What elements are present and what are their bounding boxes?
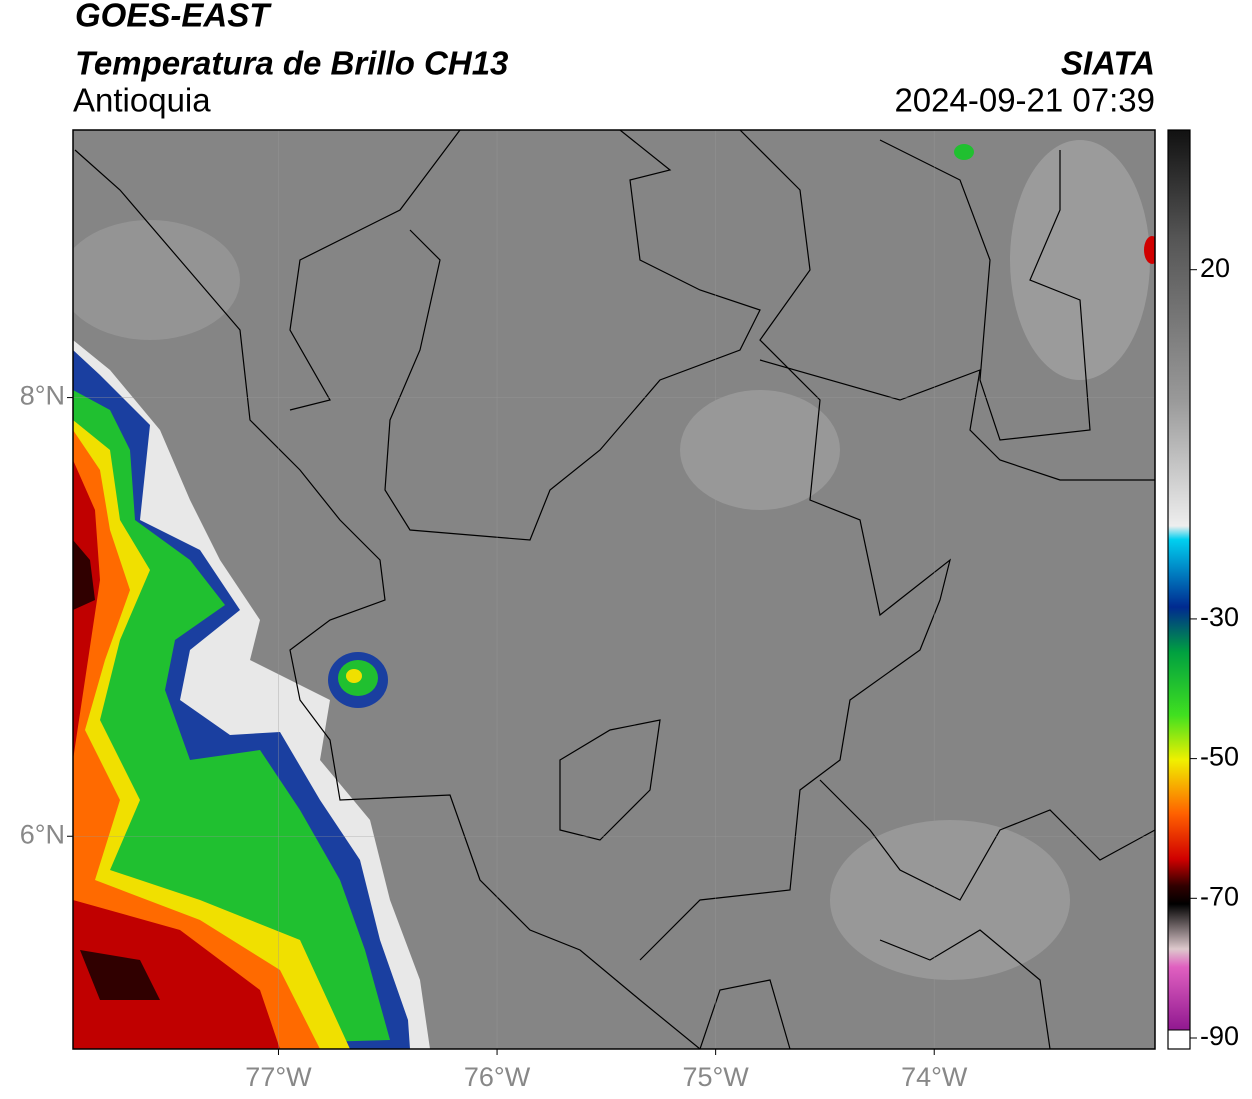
colorbar-tick-label: 20 — [1200, 253, 1230, 283]
colorbar-tick-label: -30 — [1200, 602, 1239, 632]
x-tick-label: 77°W — [245, 1062, 312, 1092]
x-tick-label: 75°W — [682, 1062, 749, 1092]
colorbar — [1168, 130, 1190, 1030]
grid — [73, 130, 1155, 1049]
y-tick-label: 8°N — [20, 381, 65, 411]
colorbar-tick-label: -70 — [1200, 881, 1239, 911]
map-image — [73, 130, 1155, 1049]
x-tick-label: 76°W — [464, 1062, 531, 1092]
x-tick-label: 74°W — [901, 1062, 968, 1092]
colorbar-tick-label: -50 — [1200, 742, 1239, 772]
map-frame — [72, 129, 1156, 1050]
colorbar-frame — [1167, 129, 1191, 1050]
y-tick-label: 6°N — [20, 819, 65, 849]
subtitle: Temperatura de Brillo CH13 — [75, 45, 508, 82]
title: GOES-EAST — [75, 0, 272, 34]
region: Antioquia — [73, 82, 211, 119]
colorbar-tick-label: -90 — [1200, 1021, 1239, 1051]
colorbar-extension — [1167, 1029, 1191, 1050]
datetime: 2024-09-21 07:39 — [894, 82, 1155, 119]
source: SIATA — [1061, 45, 1155, 82]
